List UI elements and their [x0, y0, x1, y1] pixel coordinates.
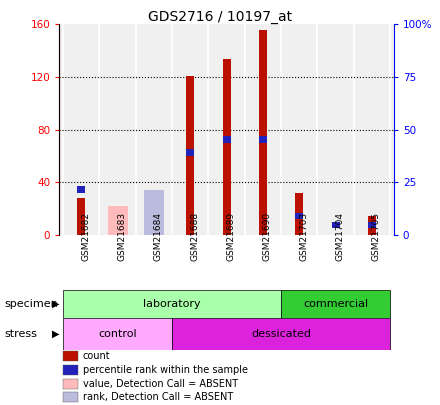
- Bar: [63, 365, 78, 375]
- Bar: [368, 216, 376, 235]
- Text: commercial: commercial: [303, 299, 368, 309]
- Text: GSM21705: GSM21705: [372, 212, 381, 261]
- Bar: [259, 136, 267, 143]
- Text: count: count: [83, 352, 110, 361]
- Bar: [144, 206, 164, 235]
- Bar: [63, 379, 78, 389]
- Text: rank, Detection Call = ABSENT: rank, Detection Call = ABSENT: [83, 392, 233, 402]
- Bar: [63, 290, 281, 318]
- Text: GSM21690: GSM21690: [263, 212, 272, 261]
- Bar: [281, 290, 390, 318]
- Bar: [259, 30, 267, 235]
- Text: GSM21688: GSM21688: [190, 212, 199, 261]
- Text: GSM21704: GSM21704: [336, 212, 345, 261]
- Bar: [332, 222, 340, 228]
- Text: GSM21689: GSM21689: [227, 212, 235, 261]
- Bar: [77, 186, 85, 193]
- Bar: [295, 213, 303, 219]
- Text: value, Detection Call = ABSENT: value, Detection Call = ABSENT: [83, 379, 238, 389]
- Text: percentile rank within the sample: percentile rank within the sample: [83, 365, 248, 375]
- Text: dessicated: dessicated: [251, 329, 311, 339]
- Text: specimen: specimen: [4, 299, 58, 309]
- Text: GSM21684: GSM21684: [154, 212, 163, 261]
- Text: GSM21703: GSM21703: [299, 212, 308, 261]
- Bar: [63, 318, 172, 350]
- Text: GSM21683: GSM21683: [117, 212, 127, 261]
- Bar: [186, 149, 194, 156]
- Bar: [63, 352, 78, 361]
- Bar: [223, 136, 231, 143]
- Bar: [144, 190, 164, 235]
- Bar: [295, 193, 303, 235]
- Bar: [77, 198, 85, 235]
- Bar: [223, 58, 231, 235]
- Bar: [186, 76, 194, 235]
- Text: GSM21682: GSM21682: [81, 212, 90, 261]
- Text: laboratory: laboratory: [143, 299, 201, 309]
- Text: GDS2716 / 10197_at: GDS2716 / 10197_at: [148, 10, 292, 24]
- Text: control: control: [98, 329, 137, 339]
- Text: stress: stress: [4, 329, 37, 339]
- Text: ▶: ▶: [52, 299, 59, 309]
- Bar: [63, 392, 78, 402]
- Text: ▶: ▶: [52, 329, 59, 339]
- Bar: [368, 222, 376, 228]
- Bar: [107, 206, 128, 235]
- Bar: [172, 318, 390, 350]
